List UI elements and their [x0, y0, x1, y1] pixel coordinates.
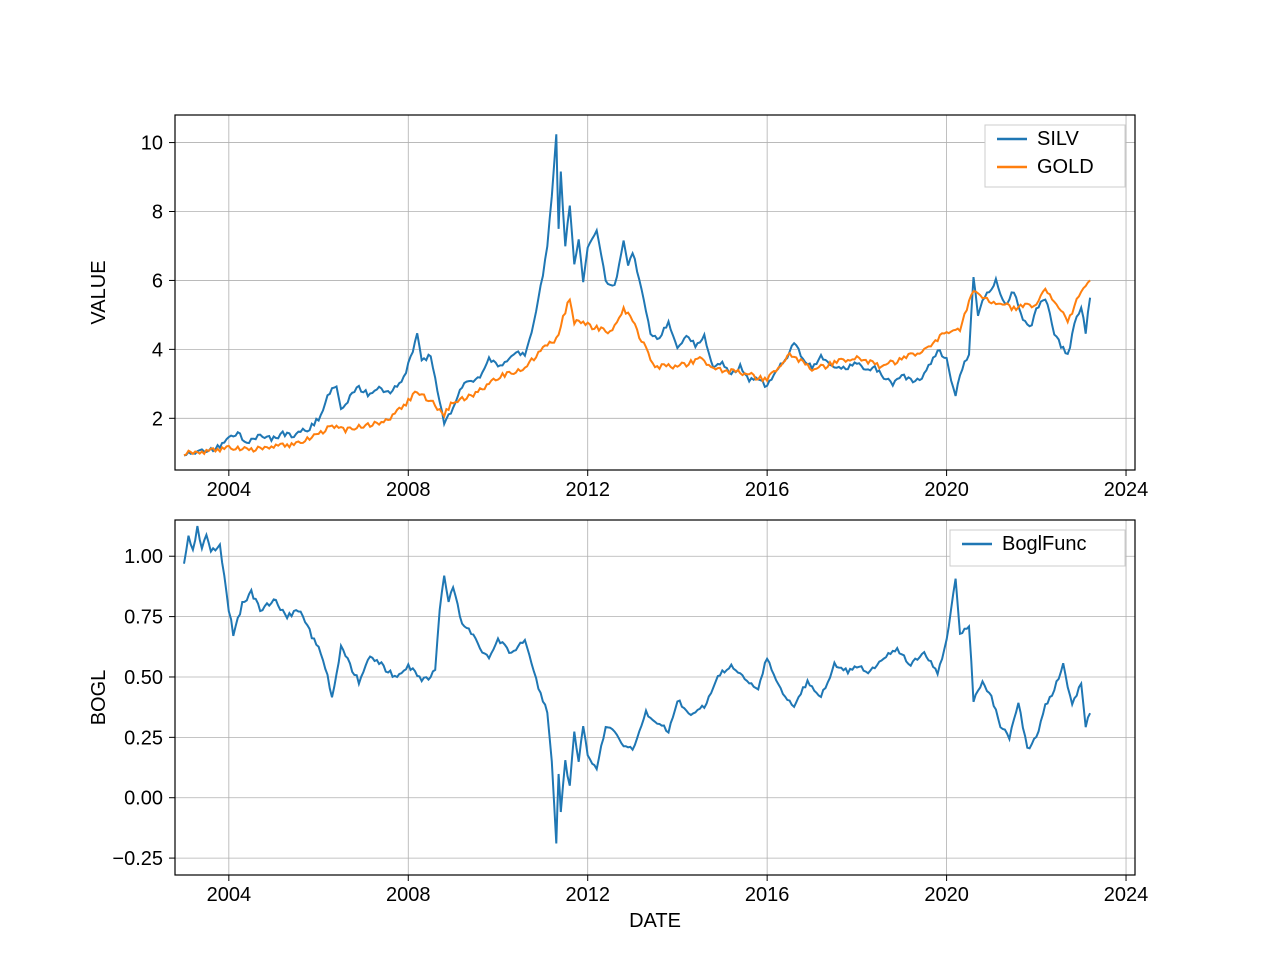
y-tick-label: −0.25: [112, 848, 163, 870]
x-tick-label: 2004: [207, 884, 252, 906]
bottom-chart: 2004 2008 2012 2016 2020 2024 −0.25 0.00 0.25 0.5…: [0, 0, 1280, 960]
series-line: [184, 526, 1090, 844]
x-axis-label: DATE: [629, 910, 681, 932]
x-tick-label: 2020: [924, 884, 969, 906]
x-tick-label: 2012: [565, 884, 610, 906]
y-tick-label: 0.50: [124, 667, 163, 689]
y-tick-label: 0.00: [124, 788, 163, 810]
y-axis-label: BOGL: [88, 670, 110, 726]
x-tick-label: 2016: [745, 884, 790, 906]
y-tick-label: 1.00: [124, 546, 163, 568]
y-tick-label: 0.25: [124, 727, 163, 749]
x-tick-label: 2024: [1104, 884, 1149, 906]
legend-item-label: BoglFunc: [1002, 533, 1087, 555]
x-tick-label: 2008: [386, 884, 431, 906]
y-tick-label: 0.75: [124, 607, 163, 629]
